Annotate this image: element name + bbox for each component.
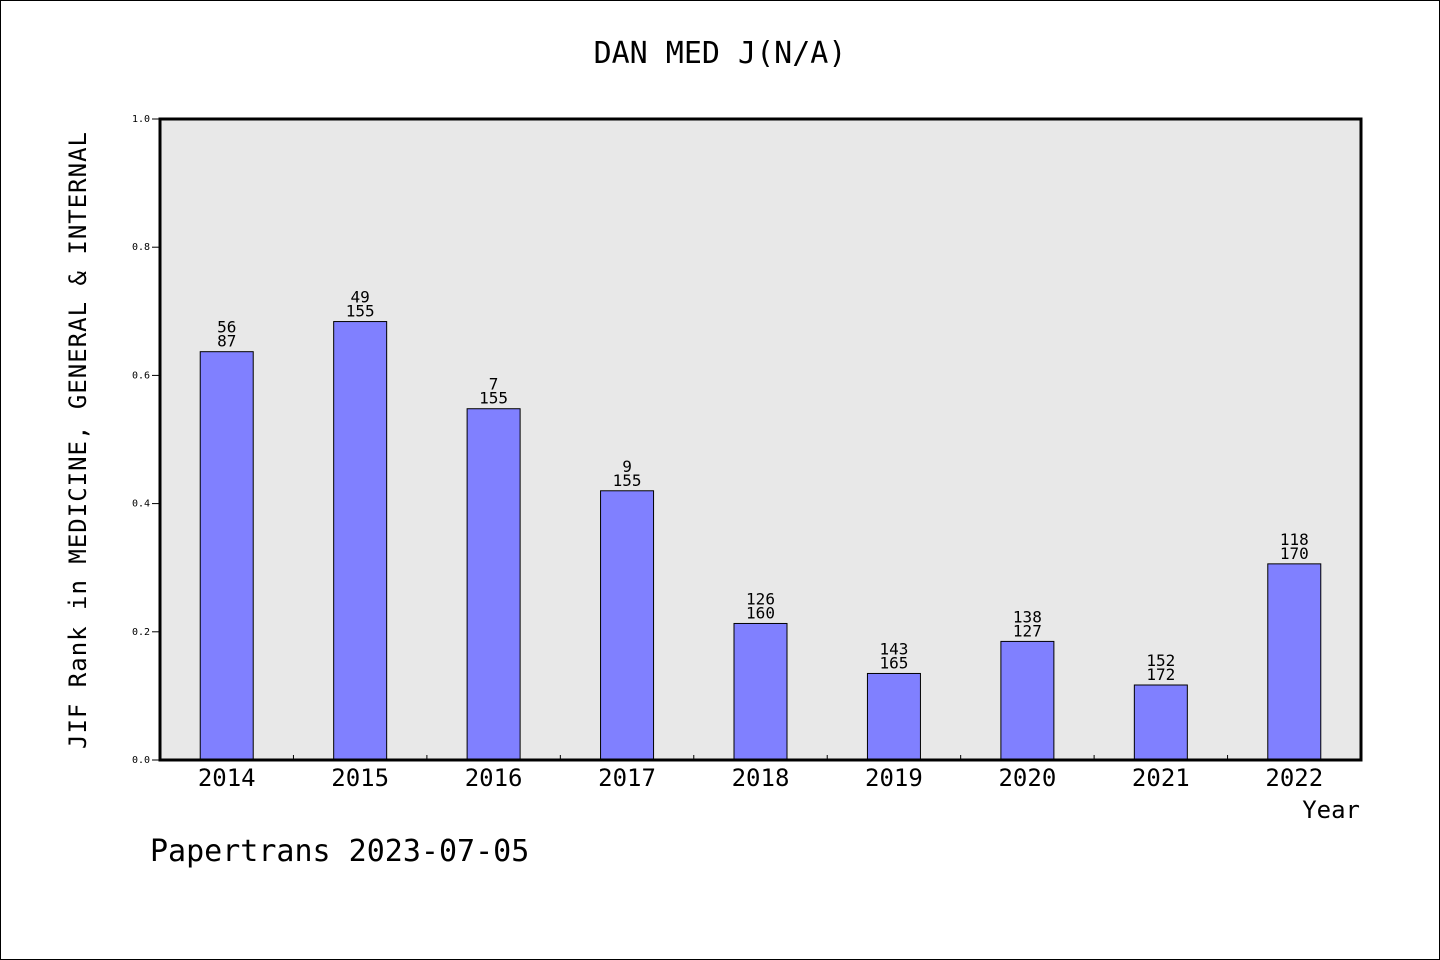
bar-2017 [600,490,655,761]
x-tick-label-2020: 2020 [998,764,1056,792]
total-label-2016: 155 [479,389,508,408]
y-tick-label-3: 0.6 [132,370,150,381]
rank-label-2021: 152 [1146,651,1175,670]
bar-2014 [199,351,254,761]
y-tick-label-4: 0.8 [132,242,150,253]
y-tick-label-0: 0.0 [132,755,150,766]
rank-label-2022: 118 [1280,530,1309,549]
total-label-2014: 87 [217,332,236,351]
plot-border [158,117,1363,762]
x-tick-label-2016: 2016 [465,764,523,792]
x-tick-label-2014: 2014 [198,764,256,792]
y-tick-label-1: 0.2 [132,627,150,638]
x-tick-label-2021: 2021 [1132,764,1190,792]
x-axis-label: Year [1302,796,1360,824]
rank-label-2016: 7 [489,375,499,394]
bar-2022 [1267,563,1322,761]
chart-title: DAN MED J(N/A) [593,36,847,71]
bar-2015 [333,321,388,761]
rank-label-2020: 138 [1013,607,1042,626]
bar-2021 [1133,684,1188,761]
bar-2016 [466,408,521,761]
rank-label-2017: 9 [622,457,632,476]
y-tick-label-5: 1.0 [132,114,150,125]
total-label-2018: 160 [746,603,775,622]
x-tick-label-2018: 2018 [732,764,790,792]
total-label-2019: 165 [879,653,908,672]
total-label-2022: 170 [1280,544,1309,563]
x-tick-label-2017: 2017 [598,764,656,792]
total-label-2021: 172 [1146,665,1175,684]
x-tick-label-2022: 2022 [1265,764,1323,792]
rank-label-2014: 56 [217,318,236,337]
bar-2019 [866,672,921,761]
x-tick-label-2019: 2019 [865,764,923,792]
y-tick-label-2: 0.4 [132,499,150,510]
x-tick-label-2015: 2015 [331,764,389,792]
footer-credit: Papertrans 2023-07-05 [150,834,530,869]
bar-2018 [733,622,788,761]
total-label-2015: 155 [346,302,375,321]
rank-label-2018: 126 [746,589,775,608]
bar-2020 [1000,640,1055,761]
rank-label-2019: 143 [879,639,908,658]
total-label-2017: 155 [613,471,642,490]
total-label-2020: 127 [1013,621,1042,640]
rank-label-2015: 49 [351,288,370,307]
